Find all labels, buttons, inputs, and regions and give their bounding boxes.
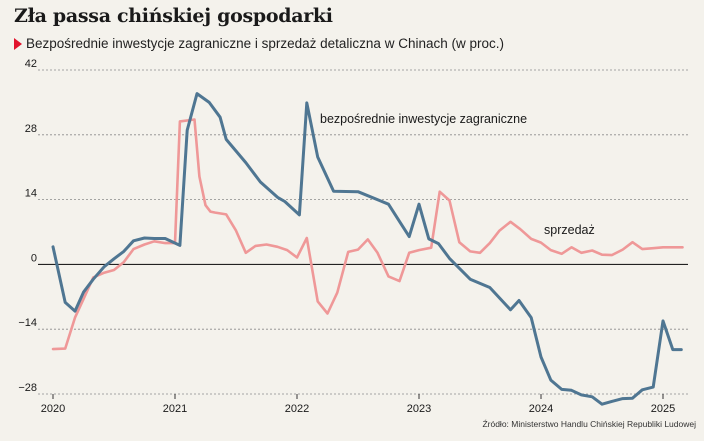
y-tick-label: −14 — [18, 317, 37, 329]
x-tick-label: 2025 — [651, 403, 675, 415]
chart-subtitle: Bezpośrednie inwestycje zagraniczne i sp… — [14, 36, 504, 51]
y-tick-label: 42 — [25, 58, 37, 70]
grid-layer — [38, 69, 688, 395]
y-tick-label: 0 — [31, 252, 37, 264]
x-axis-ticks: 2020 2021 2022 2023 2024 2025 — [41, 394, 675, 415]
retail-series-label: sprzedaż — [544, 223, 595, 237]
source-note: Źródło: Ministerstwo Handlu Chińskiej Re… — [482, 419, 696, 429]
x-tick-label: 2024 — [529, 403, 553, 415]
chart-subtitle-text: Bezpośrednie inwestycje zagraniczne i sp… — [26, 36, 504, 51]
y-tick-label: −28 — [18, 382, 37, 394]
x-tick-label: 2020 — [41, 403, 65, 415]
series-layer — [51, 92, 684, 406]
x-tick-label: 2023 — [407, 403, 431, 415]
retail-series-line — [51, 118, 684, 351]
y-axis-ticks: 42 28 14 0 −14 −28 — [18, 58, 37, 394]
fdi-series-label: bezpośrednie inwestycje zagraniczne — [320, 112, 527, 126]
x-tick-label: 2022 — [285, 403, 309, 415]
chart-title: Zła passa chińskiej gospodarki — [14, 5, 333, 27]
x-tick-label: 2021 — [163, 403, 187, 415]
y-tick-label: 14 — [25, 188, 37, 200]
y-tick-label: 28 — [25, 123, 37, 135]
triangle-marker-icon — [14, 37, 22, 50]
fdi-series-line — [51, 92, 683, 406]
